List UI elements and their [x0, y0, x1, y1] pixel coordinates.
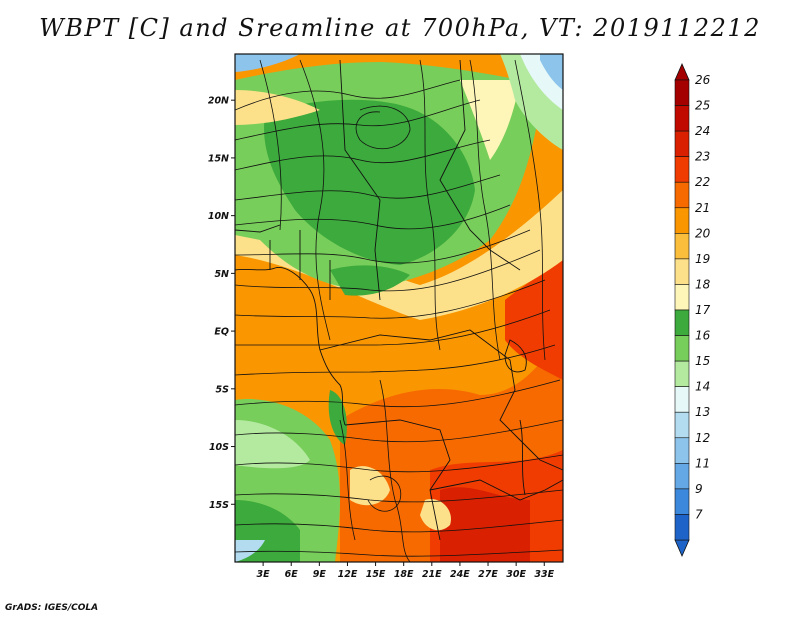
- colorbar-top-triangle: [674, 63, 690, 81]
- x-tick-label: 33E: [534, 569, 554, 580]
- y-tick-label: 15N: [208, 153, 229, 164]
- colorbar-swatch: [674, 437, 690, 464]
- colorbar-label: 7: [695, 507, 703, 521]
- x-tick-label: 15E: [366, 569, 386, 580]
- colorbar-label: 12: [695, 431, 710, 445]
- colorbar-swatch: [674, 335, 690, 362]
- plot-title: WBPT [C] and Sreamline at 700hPa, VT: 20…: [39, 14, 761, 42]
- x-tick-label: 6E: [285, 569, 299, 580]
- colorbar-label: 16: [695, 329, 711, 343]
- colorbar-label: 18: [695, 277, 711, 291]
- x-tick-label: 21E: [422, 569, 442, 580]
- boundaries: [234, 59, 564, 541]
- y-tick-label: EQ: [214, 327, 229, 338]
- colorbar-swatch: [674, 130, 690, 157]
- colorbar-swatch: [674, 156, 690, 183]
- colorbar-label: 19: [695, 252, 710, 266]
- colorbar-label: 20: [695, 226, 711, 240]
- colorbar-bottom-triangle: [674, 539, 690, 557]
- x-tick-label: 18E: [394, 569, 414, 580]
- x-tick-label: 24E: [450, 569, 470, 580]
- colorbar-swatch: [674, 105, 690, 132]
- colorbar-swatch: [674, 79, 690, 106]
- colorbar-swatch: [674, 360, 690, 387]
- y-tick-label: 10S: [209, 442, 229, 453]
- x-tick-label: 30E: [506, 569, 526, 580]
- colorbar-label: 21: [695, 201, 710, 215]
- colorbar-label: 14: [695, 380, 710, 394]
- y-tick-label: 10N: [208, 211, 229, 222]
- colorbar-swatch: [674, 207, 690, 234]
- grads-credit: GrADS: IGES/COLA: [5, 603, 99, 613]
- colorbar-label: 26: [695, 73, 711, 87]
- colorbar-swatch: [674, 514, 690, 541]
- colorbar-label: 22: [695, 175, 710, 189]
- colorbar-swatch: [674, 463, 690, 490]
- colorbar-label: 17: [695, 303, 711, 317]
- colorbar-label: 13: [695, 405, 710, 419]
- colorbar-swatch: [674, 233, 690, 260]
- colorbar-label: 24: [695, 124, 710, 138]
- colorbar-swatch: [674, 309, 690, 336]
- y-tick-label: 5S: [216, 384, 230, 395]
- x-tick-label: 3E: [257, 569, 271, 580]
- colorbar-swatch: [674, 411, 690, 439]
- colorbar-swatch: [674, 488, 690, 515]
- y-axis: 20N 15N 10N 5N EQ 5S 10S 15S: [208, 96, 235, 511]
- colorbar-label: 15: [695, 354, 710, 368]
- x-tick-label: 27E: [478, 569, 498, 580]
- map-frame: [234, 53, 564, 563]
- streamlines: [235, 59, 563, 562]
- wbpt-shaded-field: [235, 54, 563, 562]
- colorbar-label: 9: [695, 482, 703, 496]
- colorbar-label: 11: [695, 456, 710, 470]
- colorbar-swatch: [674, 181, 690, 209]
- y-tick-label: 15S: [209, 500, 229, 511]
- x-tick-label: 12E: [338, 569, 358, 580]
- colorbar-swatch: [674, 284, 690, 311]
- colorbar-swatch: [674, 386, 690, 413]
- x-tick-label: 9E: [313, 569, 327, 580]
- colorbar-label: 25: [695, 99, 710, 113]
- x-axis: 3E 6E 9E 12E 15E 18E 21E 24E 27E 30E 33E: [257, 562, 555, 580]
- y-tick-label: 5N: [214, 269, 229, 280]
- colorbar-label: 23: [695, 150, 710, 164]
- y-tick-label: 20N: [208, 96, 229, 107]
- colorbar-swatch: [674, 258, 690, 285]
- colorbar: 26 25 24 23 22 21 20 19 18 17 16 15 14 13 12 11 9 7: [674, 63, 711, 557]
